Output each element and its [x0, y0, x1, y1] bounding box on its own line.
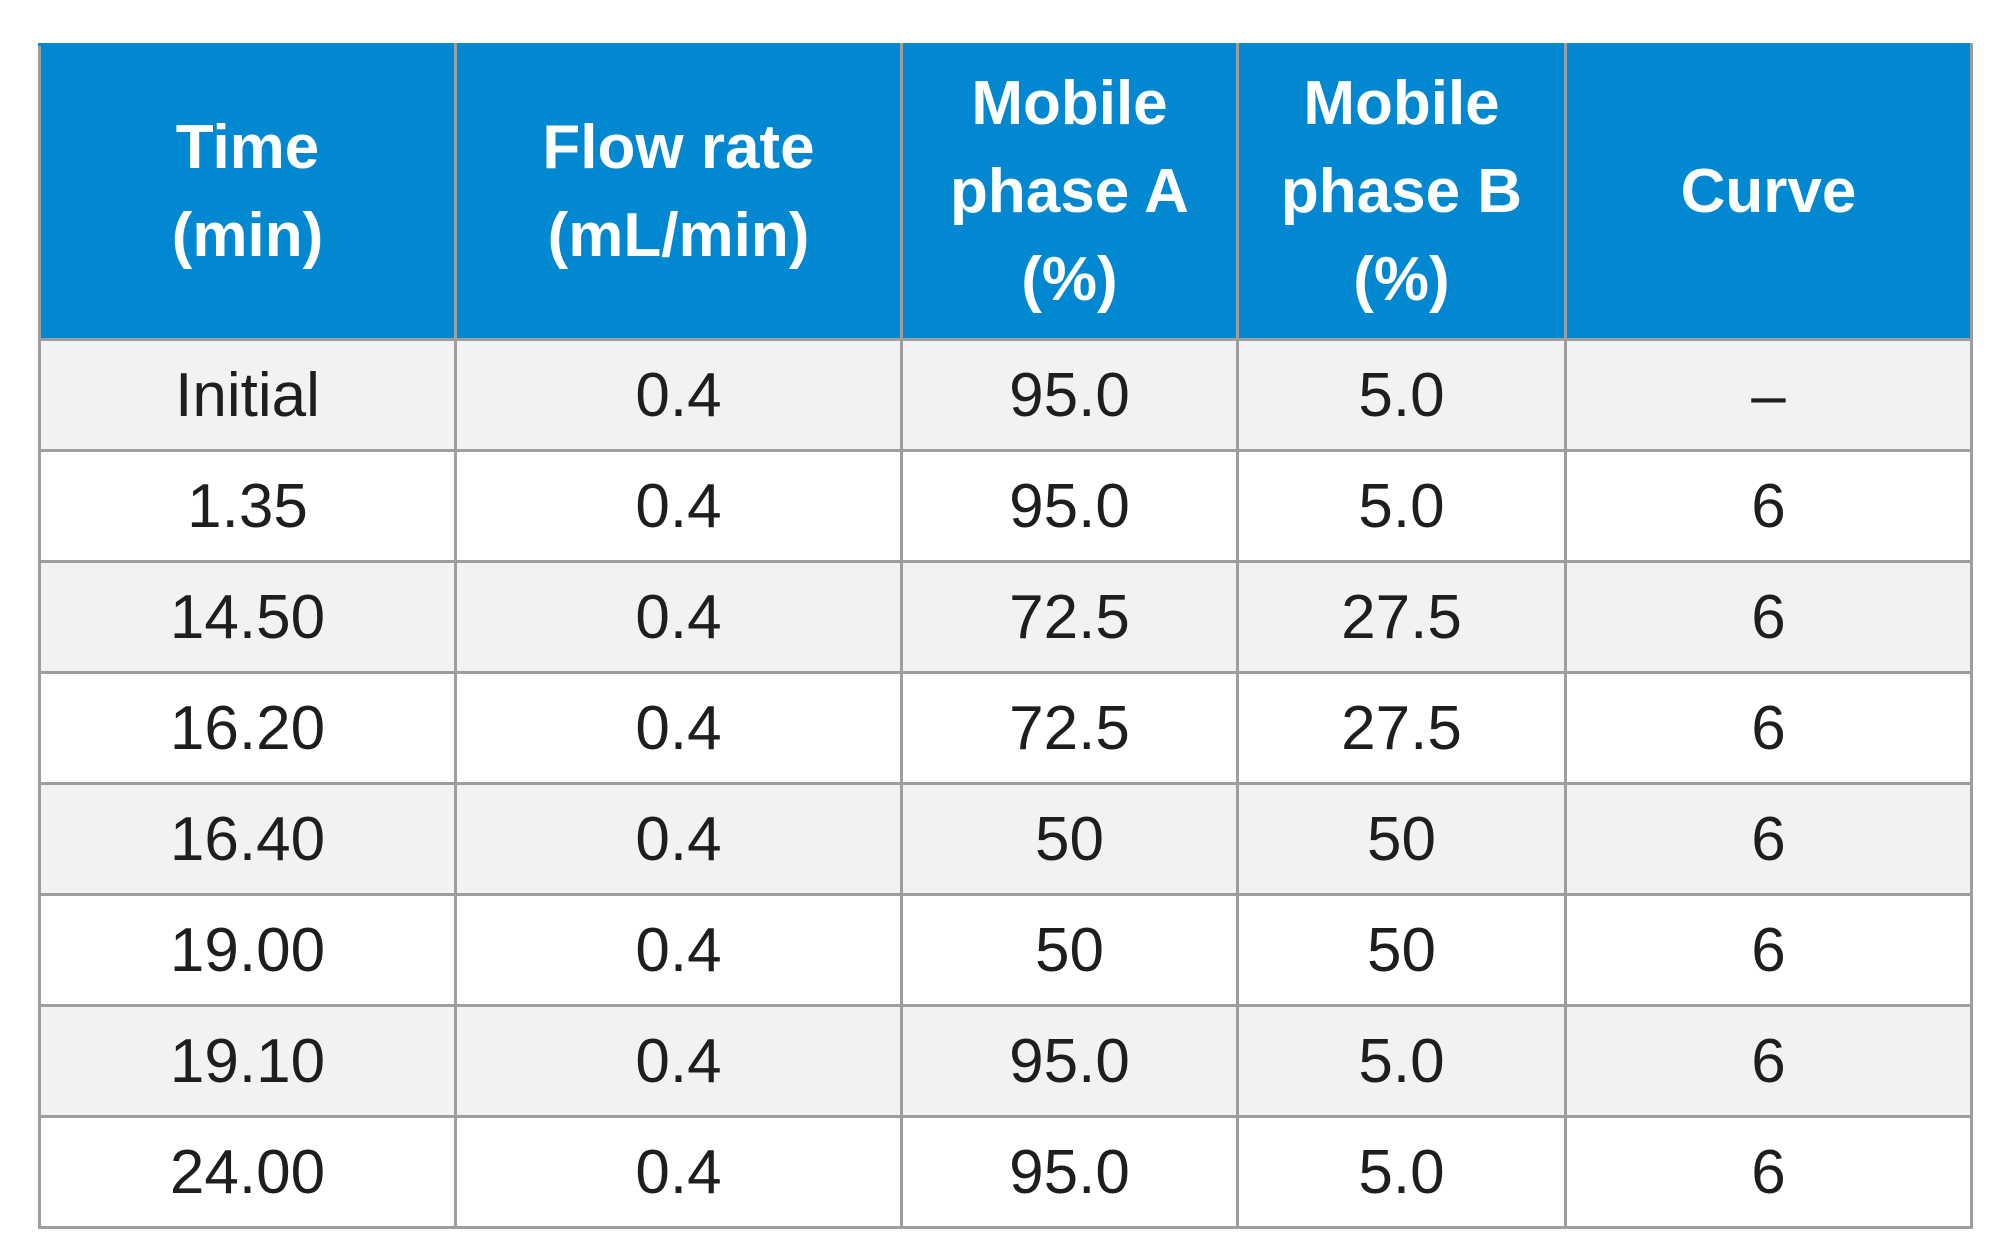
curve-header: Curve: [1564, 43, 1973, 341]
flow-rate-cell: 0.4: [454, 449, 903, 563]
gradient-table: Time (min) Flow rate (mL/min) Mobile phase A (…: [38, 43, 1973, 1229]
table-row: Initial 0.4 95.0 5.0–: [38, 338, 1973, 452]
header-line: Curve: [1680, 157, 1857, 226]
curve-cell: 6: [1564, 782, 1973, 896]
curve-cell: 6: [1564, 893, 1973, 1007]
table-body: Initial 0.4 95.0 5.0–1.35 0.4 95.0 5.0 6 14.50 0.…: [38, 338, 1973, 1229]
flow-rate-cell: 0.4: [454, 893, 903, 1007]
flow-rate-cell: 0.4: [454, 338, 903, 452]
header-line: phase A: [950, 157, 1189, 226]
flow-rate-cell: 0.4: [454, 1115, 903, 1229]
table-row: 1.35 0.4 95.0 5.0 6: [38, 449, 1973, 563]
gradient-table-container: Time (min) Flow rate (mL/min) Mobile phase A (…: [38, 43, 1973, 1229]
header-line: Mobile: [1303, 69, 1500, 138]
flow-rate-cell: 0.4: [454, 560, 903, 674]
table-row: 19.00 0.4 50 50 6: [38, 893, 1973, 1007]
time-cell: 24.00: [38, 1115, 457, 1229]
header-line: (mL/min): [547, 201, 810, 270]
mobile-phase-b-cell: 5.0: [1236, 1115, 1567, 1229]
table-row: 14.50 0.4 72.5 27.5 6: [38, 560, 1973, 674]
mobile-phase-a-cell: 95.0: [900, 338, 1239, 452]
curve-cell: 6: [1564, 1004, 1973, 1118]
flow-rate-cell: 0.4: [454, 1004, 903, 1118]
time-cell: 14.50: [38, 560, 457, 674]
mobile-phase-a-cell: 50: [900, 782, 1239, 896]
flow-rate-cell: 0.4: [454, 671, 903, 785]
mobile-phase-a-header: Mobile phase A (%): [900, 43, 1239, 341]
header-line: Mobile: [971, 69, 1168, 138]
header-line: Time: [175, 113, 320, 182]
time-cell: 16.40: [38, 782, 457, 896]
time-cell: 19.10: [38, 1004, 457, 1118]
mobile-phase-b-header: Mobile phase B (%): [1236, 43, 1567, 341]
mobile-phase-a-cell: 50: [900, 893, 1239, 1007]
time-cell: 1.35: [38, 449, 457, 563]
time-header: Time (min): [38, 43, 457, 341]
header-row: Time (min) Flow rate (mL/min) Mobile phase A (…: [38, 43, 1973, 341]
header-line: Flow rate: [542, 113, 815, 182]
curve-cell: 6: [1564, 560, 1973, 674]
flow-rate-header: Flow rate (mL/min): [454, 43, 903, 341]
time-cell: 19.00: [38, 893, 457, 1007]
mobile-phase-a-cell: 72.5: [900, 560, 1239, 674]
curve-cell: 6: [1564, 671, 1973, 785]
header-line: phase B: [1280, 157, 1523, 226]
mobile-phase-b-cell: 27.5: [1236, 671, 1567, 785]
curve-cell: –: [1564, 338, 1973, 452]
header-line: (min): [171, 201, 324, 270]
mobile-phase-b-cell: 5.0: [1236, 1004, 1567, 1118]
table-row: 16.40 0.4 50 50 6: [38, 782, 1973, 896]
mobile-phase-b-cell: 5.0: [1236, 338, 1567, 452]
mobile-phase-b-cell: 50: [1236, 893, 1567, 1007]
table-row: 19.10 0.4 95.0 5.0 6: [38, 1004, 1973, 1118]
mobile-phase-b-cell: 27.5: [1236, 560, 1567, 674]
mobile-phase-b-cell: 50: [1236, 782, 1567, 896]
header-line: (%): [1021, 245, 1118, 314]
mobile-phase-a-cell: 95.0: [900, 1115, 1239, 1229]
flow-rate-cell: 0.4: [454, 782, 903, 896]
mobile-phase-a-cell: 95.0: [900, 1004, 1239, 1118]
curve-cell: 6: [1564, 449, 1973, 563]
time-cell: Initial: [38, 338, 457, 452]
header-line: (%): [1353, 245, 1450, 314]
table-header: Time (min) Flow rate (mL/min) Mobile phase A (…: [38, 43, 1973, 341]
mobile-phase-a-cell: 72.5: [900, 671, 1239, 785]
time-cell: 16.20: [38, 671, 457, 785]
curve-cell: 6: [1564, 1115, 1973, 1229]
mobile-phase-b-cell: 5.0: [1236, 449, 1567, 563]
table-row: 24.00 0.4 95.0 5.0 6: [38, 1115, 1973, 1229]
mobile-phase-a-cell: 95.0: [900, 449, 1239, 563]
table-row: 16.20 0.4 72.5 27.5 6: [38, 671, 1973, 785]
